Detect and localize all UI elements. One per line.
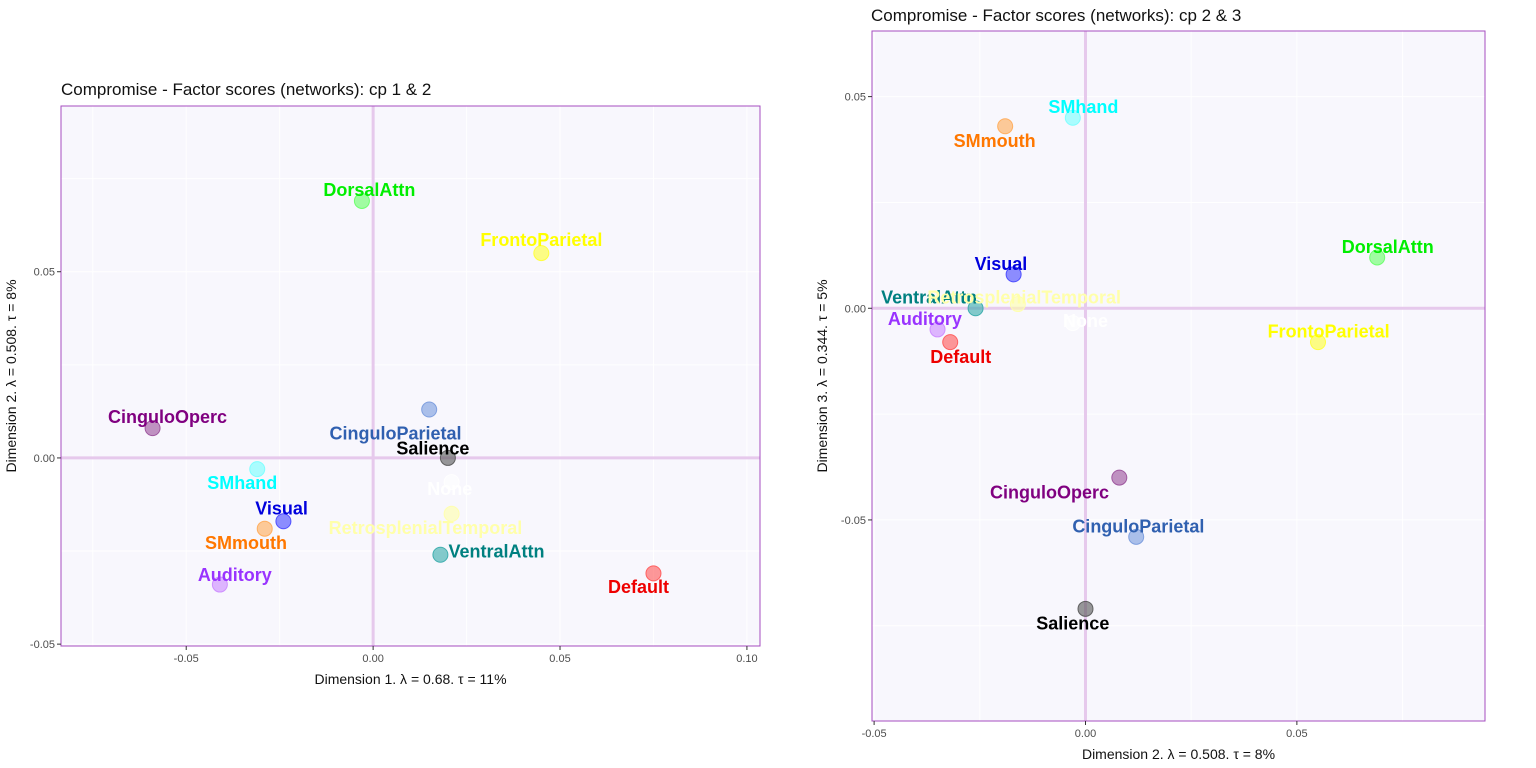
chart1-point-Default [645, 565, 662, 582]
chart1-point-None [443, 474, 460, 491]
chart2-y-tick-label: 0.05 [845, 92, 866, 104]
chart1-point-FrontoParietal [533, 245, 550, 262]
chart2-point-label-SMhand: SMhand [1048, 97, 1118, 117]
chart1-point-Visual [275, 513, 292, 530]
chart2-point-label-Visual: Visual [975, 254, 1028, 274]
chart1-point-label-FrontoParietal: FrontoParietal [480, 230, 602, 250]
chart2-point-Auditory [929, 321, 946, 338]
chart2-point-SMhand [1064, 109, 1081, 126]
chart1-point-label-None: None [427, 479, 472, 499]
chart1-y-axis-label: Dimension 2. λ = 0.508. τ = 8% [3, 279, 19, 472]
chart2-point-RetrosplenialTemporal [1009, 296, 1026, 313]
chart2-point-DorsalAttn [1369, 249, 1386, 266]
chart1-point-label-Salience: Salience [396, 439, 469, 459]
chart1-point-label-Auditory: Auditory [198, 565, 272, 585]
chart2-point-label-SMmouth: SMmouth [954, 131, 1036, 151]
chart2-point-FrontoParietal [1310, 334, 1327, 351]
chart1-point-SMhand [249, 461, 266, 478]
chart2-point-Default [942, 334, 959, 351]
chart1-y-tick-label: -0.05 [30, 639, 55, 651]
chart1-point-Auditory [211, 576, 228, 593]
chart2-point-Salience [1077, 600, 1094, 617]
chart1-point-label-CinguloParietal: CinguloParietal [330, 424, 462, 444]
chart2-y-tick-label: 0.00 [845, 303, 866, 315]
chart1-point-VentralAttn [432, 546, 449, 563]
chart2-point-label-None: None [1063, 311, 1108, 331]
chart2-point-VentralAttn [967, 300, 984, 317]
chart1-point-label-SMmouth: SMmouth [205, 533, 287, 553]
chart1-point-label-VentralAttn: VentralAttn [448, 541, 544, 561]
chart2-point-label-Salience: Salience [1036, 614, 1109, 634]
chart1-point-SMmouth [256, 520, 273, 537]
chart2-x-tick-label: 0.00 [1075, 728, 1096, 740]
chart2-point-Visual [1005, 266, 1022, 283]
chart2-point-label-CinguloOperc: CinguloOperc [990, 482, 1109, 502]
chart1-point-CinguloParietal [421, 401, 438, 418]
chart1-point-label-RetrosplenialTemporal: RetrosplenialTemporal [329, 518, 523, 538]
chart2-panel [872, 31, 1485, 721]
chart2-point-label-DorsalAttn: DorsalAttn [1342, 237, 1434, 257]
chart1-panel-border [60, 105, 761, 647]
chart1-x-axis-label: Dimension 1. λ = 0.68. τ = 11% [314, 671, 506, 687]
chart2-point-label-Auditory: Auditory [888, 309, 962, 329]
chart2-y-axis-label: Dimension 3. λ = 0.344. τ = 5% [814, 279, 830, 472]
chart1-scatter-plot: -0.05 0.00 0.05 0.10 -0.05 0.00 0.05 Dimension … [3, 105, 761, 687]
chart2-title: Compromise - Factor scores (networks): c… [871, 6, 1242, 25]
chart1-point-CinguloOperc [144, 420, 161, 437]
chart2-point-None [1064, 315, 1081, 332]
chart1-panel [61, 106, 760, 646]
chart2-point-CinguloParietal [1128, 528, 1145, 545]
chart2-y-tick-label: -0.05 [841, 515, 866, 527]
chart1-x-tick-label: 0.10 [736, 653, 757, 665]
chart1-point-Salience [439, 449, 456, 466]
chart1-title: Compromise - Factor scores (networks): c… [61, 80, 432, 99]
chart2-point-label-FrontoParietal: FrontoParietal [1268, 322, 1390, 342]
chart2-point-CinguloOperc [1111, 469, 1128, 486]
chart2-panel-border [871, 30, 1486, 722]
chart1-point-label-Default: Default [608, 577, 669, 597]
chart2-point-label-RetrosplenialTemporal: RetrosplenialTemporal [927, 288, 1121, 308]
chart2-point-label-Default: Default [930, 347, 991, 367]
chart1-point-label-Visual: Visual [255, 499, 308, 519]
chart1-y-tick-label: 0.05 [34, 267, 55, 279]
chart2-point-SMmouth [997, 118, 1014, 135]
chart2-scatter-plot: -0.05 0.00 0.05 -0.05 0.00 0.05 Dimension 2. λ… [814, 30, 1486, 762]
chart1-point-label-SMhand: SMhand [207, 473, 277, 493]
chart2-x-axis-label: Dimension 2. λ = 0.508. τ = 8% [1082, 746, 1275, 762]
chart2-point-label-VentralAttn: VentralAttn [881, 288, 977, 308]
chart2-x-tick-label: 0.05 [1286, 728, 1307, 740]
chart1-y-tick-label: 0.00 [34, 453, 55, 465]
chart1-x-tick-label: 0.05 [549, 653, 570, 665]
chart1-point-label-CinguloOperc: CinguloOperc [108, 407, 227, 427]
chart1-point-DorsalAttn [353, 192, 370, 209]
chart1-point-label-DorsalAttn: DorsalAttn [323, 180, 415, 200]
chart2-x-tick-label: -0.05 [862, 728, 887, 740]
chart1-x-tick-label: -0.05 [174, 653, 199, 665]
chart1-point-RetrosplenialTemporal [443, 505, 460, 522]
chart2-point-label-CinguloParietal: CinguloParietal [1072, 516, 1204, 536]
chart1-x-tick-label: 0.00 [362, 653, 383, 665]
